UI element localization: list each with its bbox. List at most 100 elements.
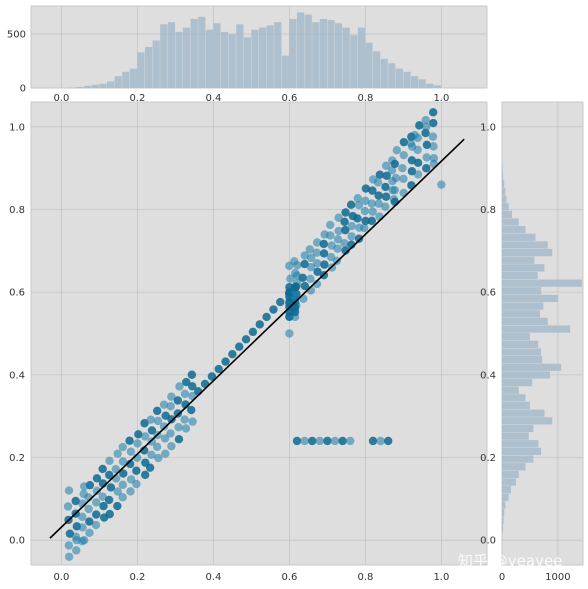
scatter-point <box>269 305 278 314</box>
right-histogram-bar <box>502 394 526 402</box>
right-histogram-bar <box>502 501 506 509</box>
scatter-point <box>72 535 81 545</box>
scatter-x-tick-label: 0.6 <box>281 572 297 583</box>
scatter-x-tick-label: 0.4 <box>205 572 221 583</box>
scatter-point <box>221 357 230 366</box>
scatter-point <box>312 248 321 257</box>
top-histogram-bar <box>190 18 198 88</box>
scatter-point <box>85 528 94 538</box>
right-histogram-bar <box>502 409 545 417</box>
top-x-tick-label: 0.2 <box>129 93 145 104</box>
scatter-point <box>347 232 356 241</box>
scatter-point <box>376 436 385 446</box>
right-histogram-bar <box>502 463 526 471</box>
scatter-point <box>78 512 87 522</box>
scatter-point <box>174 423 183 432</box>
top-histogram-bar <box>205 29 213 89</box>
scatter-point <box>367 216 376 226</box>
scatter-point <box>375 212 384 221</box>
right-histogram-bar <box>502 348 542 356</box>
scatter-point <box>119 469 128 478</box>
scatter-point <box>118 480 127 490</box>
top-histogram-bar <box>259 27 267 88</box>
scatter-point <box>166 429 175 438</box>
scatter-point <box>360 223 369 233</box>
scatter-point <box>422 122 431 132</box>
scatter-point <box>92 486 102 496</box>
right-histogram-bar <box>502 424 534 433</box>
scatter-y-tick-label: 0.0 <box>9 536 25 547</box>
scatter-point <box>187 370 197 379</box>
right-histogram-bar <box>502 417 553 425</box>
top-histogram-bar <box>274 22 282 88</box>
scatter-point <box>326 231 335 240</box>
right-histogram-bar <box>502 264 545 272</box>
scatter-point <box>312 238 322 247</box>
scatter-point <box>140 419 149 428</box>
top-histogram-bar <box>281 55 289 88</box>
top-y-tick-label: 500 <box>7 30 26 41</box>
top-histogram-bar <box>350 35 358 88</box>
top-x-tick-label: 1.0 <box>433 93 449 104</box>
scatter-point <box>428 108 438 117</box>
scatter-point <box>293 261 302 270</box>
scatter-point <box>384 436 393 446</box>
scatter-point <box>353 194 363 203</box>
scatter-point <box>387 166 397 175</box>
scatter-point <box>126 487 135 496</box>
scatter-point <box>140 470 150 480</box>
top-histogram-bar <box>418 79 426 88</box>
scatter-point <box>374 199 383 208</box>
right-histogram-bar <box>502 455 534 463</box>
top-histogram-bar <box>243 37 251 88</box>
right-histogram-bar <box>502 325 571 333</box>
right-histogram-bar <box>502 172 504 180</box>
scatter-point <box>374 191 383 200</box>
scatter-point <box>361 216 370 226</box>
top-histogram-bar <box>236 24 244 88</box>
scatter-point <box>161 449 170 458</box>
scatter-point <box>85 517 94 526</box>
scatter-point <box>152 442 162 452</box>
scatter-axis: 0.0 0.2 0.4 0.6 0.8 1.0 0.0 0.2 0.4 0.6 0.8 1.0 <box>9 122 449 583</box>
top-x-tick-label: 0.6 <box>281 93 297 104</box>
scatter-point <box>92 498 101 507</box>
scatter-point <box>323 436 332 446</box>
scatter-point <box>381 192 391 201</box>
right-histogram-bar <box>502 302 544 310</box>
scatter-point <box>132 466 141 475</box>
scatter-point <box>373 178 383 187</box>
scatter-point <box>368 436 378 446</box>
scatter-point <box>63 502 73 511</box>
scatter-point <box>333 235 343 244</box>
scatter-point <box>334 226 343 236</box>
top-histogram-bar <box>198 16 206 88</box>
scatter-point <box>98 492 107 501</box>
scatter-point <box>399 188 408 198</box>
scatter-point <box>140 432 150 441</box>
scatter-point <box>105 509 114 519</box>
scatter-point <box>175 382 184 391</box>
scatter-point <box>152 406 162 416</box>
right-histogram-bar <box>502 340 539 348</box>
scatter-point <box>173 409 183 418</box>
right-histogram-bar <box>502 195 507 203</box>
scatter-point <box>111 464 120 474</box>
scatter-point <box>334 213 343 222</box>
scatter-point <box>125 436 134 445</box>
scatter-point <box>286 274 295 283</box>
scatter-point <box>145 463 155 472</box>
scatter-point <box>437 180 446 189</box>
scatter-point <box>346 436 355 446</box>
scatter-point <box>180 415 189 424</box>
top-histogram-bar <box>327 20 335 89</box>
scatter-point <box>341 208 350 217</box>
scatter-point <box>428 132 438 141</box>
scatter-point <box>71 496 80 506</box>
top-x-tick-label: 0.0 <box>53 93 69 104</box>
right-histogram-bar <box>502 478 516 486</box>
scatter-point <box>167 441 176 451</box>
scatter-point <box>113 501 122 511</box>
scatter-point <box>80 535 89 545</box>
scatter-point <box>241 335 251 344</box>
